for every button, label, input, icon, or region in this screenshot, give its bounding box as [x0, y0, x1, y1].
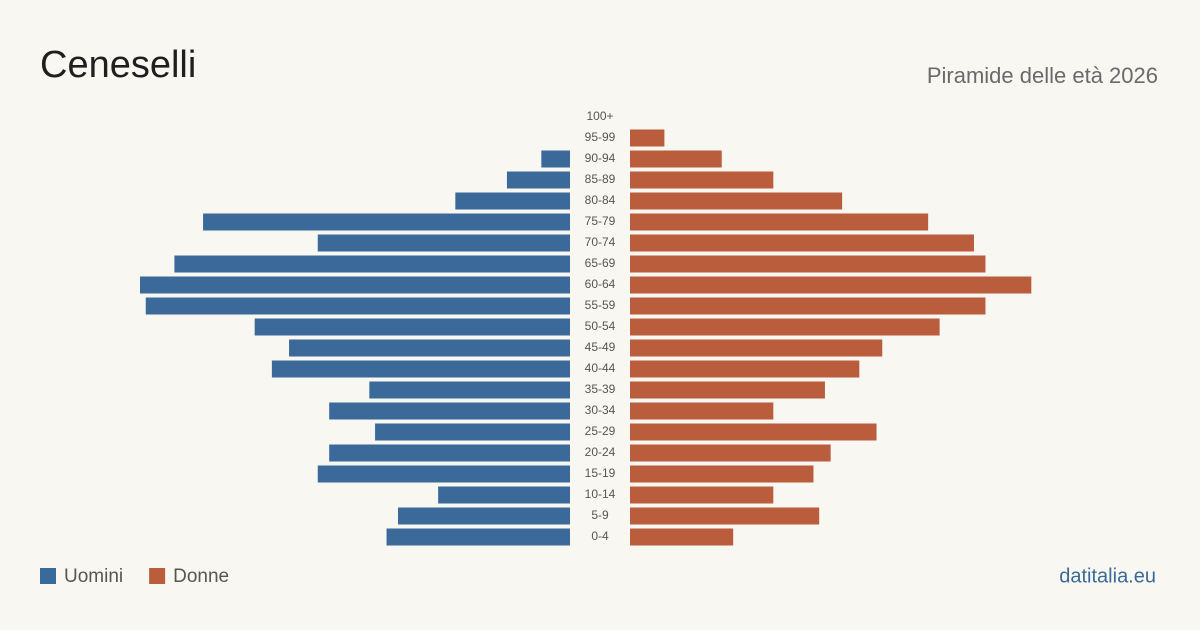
legend-swatch: [149, 568, 166, 584]
bar: [203, 213, 571, 231]
bar: [174, 255, 570, 273]
bar: [630, 318, 940, 336]
bar: [630, 234, 974, 252]
bar: [630, 213, 929, 231]
age-label: 55-59: [585, 298, 616, 312]
bar: [398, 507, 570, 525]
age-label: 65-69: [585, 256, 616, 270]
bar: [145, 297, 570, 315]
age-label: 0-4: [591, 529, 609, 543]
bar: [630, 129, 665, 147]
source: datitalia.eu: [1059, 565, 1156, 587]
chart-subtitle: Piramide delle età 2026: [927, 63, 1158, 88]
age-label: 15-19: [585, 466, 616, 480]
age-label: 40-44: [585, 361, 616, 375]
bar: [630, 276, 1032, 294]
age-label: 60-64: [585, 277, 616, 291]
age-label: 45-49: [585, 340, 616, 354]
bar: [630, 297, 986, 315]
legend-swatch: [40, 568, 56, 584]
bar: [630, 381, 825, 399]
chart-title: Ceneselli: [40, 44, 196, 86]
bar: [506, 171, 570, 189]
bar: [455, 192, 570, 210]
bar: [630, 486, 774, 504]
age-label: 90-94: [585, 151, 616, 165]
bar: [630, 465, 814, 483]
bar: [630, 402, 774, 420]
bar: [630, 507, 820, 525]
age-label: 75-79: [585, 214, 616, 228]
bar: [271, 360, 570, 378]
age-label: 35-39: [585, 382, 616, 396]
age-label: 100+: [586, 109, 613, 123]
age-label: 80-84: [585, 193, 616, 207]
bar: [630, 255, 986, 273]
legend-label: Donne: [173, 566, 229, 587]
age-label: 70-74: [585, 235, 616, 249]
age-label: 85-89: [585, 172, 616, 186]
bar: [541, 150, 570, 168]
bar: [289, 339, 570, 357]
bar: [630, 528, 734, 546]
age-label: 30-34: [585, 403, 616, 417]
bar: [630, 423, 877, 441]
age-label: 20-24: [585, 445, 616, 459]
bar: [369, 381, 570, 399]
bar: [630, 150, 722, 168]
age-label: 5-9: [591, 508, 609, 522]
bar: [630, 444, 831, 462]
bar: [329, 402, 570, 420]
legend-label: Uomini: [64, 566, 123, 587]
bar: [254, 318, 570, 336]
age-label: 25-29: [585, 424, 616, 438]
age-label: 95-99: [585, 130, 616, 144]
age-label: 10-14: [585, 487, 616, 501]
bar: [630, 339, 883, 357]
bar: [375, 423, 570, 441]
age-label: 50-54: [585, 319, 616, 333]
bar: [630, 171, 774, 189]
bar: [630, 192, 843, 210]
bar: [630, 360, 860, 378]
bar: [386, 528, 570, 546]
bar: [329, 444, 570, 462]
bar: [438, 486, 570, 504]
bar: [317, 465, 570, 483]
bar: [140, 276, 570, 294]
bar: [317, 234, 570, 252]
